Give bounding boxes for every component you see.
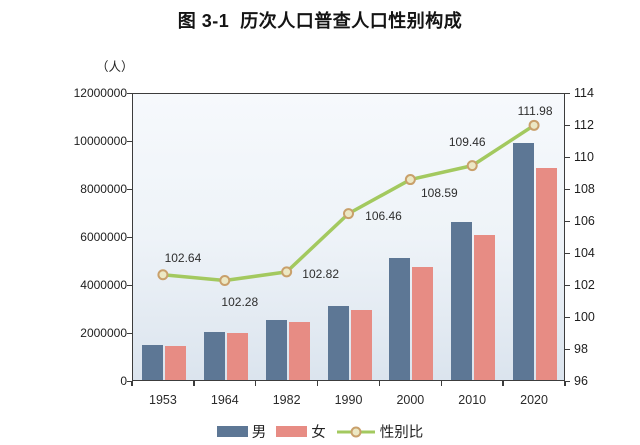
legend-label-sex-ratio: 性别比 [379,425,424,441]
right-axis-tick [565,380,570,382]
bar-male-2000 [389,257,411,380]
sex-ratio-value-label: 111.98 [517,104,553,119]
legend-label-female: 女 [311,425,326,441]
left-axis-tick [127,236,132,238]
x-axis-category-label: 1990 [334,393,363,407]
x-axis-category-label: 2020 [520,393,548,407]
bar-male-2020 [513,142,535,380]
legend: 男 女 性别比 [0,421,640,442]
figure-title: 图 3-1 历次人口普查人口性别构成 [177,11,463,31]
x-axis-category-label: 2000 [396,393,425,407]
sex-ratio-line-layer [157,119,540,287]
x-axis-category-label: 2010 [458,393,487,407]
x-axis-tick [502,381,504,386]
x-axis-tick [131,381,133,386]
sex-ratio-marker-2000 [404,174,416,186]
right-axis-tick [565,220,570,222]
bar-female-1982 [288,321,310,380]
right-axis-tick [565,92,570,94]
legend-swatch-male [216,426,248,437]
bar-male-1990 [327,305,349,380]
x-axis-tick [316,381,319,386]
legend-swatch-female [276,426,308,437]
bar-female-2010 [474,235,496,380]
left-axis-tick-label: 2000000 [80,326,127,340]
sex-ratio-marker-2020 [528,119,540,131]
right-axis-tick [565,316,570,318]
bar-male-2010 [451,221,473,380]
bar-female-2000 [412,267,434,380]
right-axis-tick-label: 100 [574,310,595,324]
right-axis-tick [565,188,570,190]
plot-area [132,93,565,381]
left-axis-tick-label: 4000000 [80,278,127,292]
x-axis-tick [378,381,381,386]
left-axis-tick [127,380,132,382]
right-axis-tick [565,284,570,286]
left-axis-tick [127,188,132,190]
left-axis-tick [127,92,132,94]
x-axis-category-label: 1964 [210,393,239,407]
right-axis-tick [565,124,570,126]
legend-marker [350,426,362,437]
left-axis-tick-label: 0 [120,374,127,388]
sex-ratio-value-label: 102.82 [302,266,339,281]
bar-male-1982 [265,320,287,380]
bar-male-1964 [203,332,225,380]
x-axis-category-label: 1953 [149,393,177,407]
right-axis-tick-label: 112 [574,118,594,132]
left-axis-tick [127,140,132,142]
bar-male-1953 [141,345,163,380]
sex-ratio-value-label: 108.59 [420,185,458,200]
left-axis-tick-label: 10000000 [73,134,127,148]
right-axis-tick-label: 102 [574,278,595,292]
sex-ratio-value-label: 109.46 [448,134,486,149]
bar-female-1964 [226,333,248,380]
sex-ratio-marker-1953 [157,269,169,281]
left-axis-tick-label: 8000000 [80,182,127,196]
right-axis-tick-label: 114 [574,86,594,100]
right-axis-tick-label: 110 [574,150,594,164]
x-axis-category-label: 1982 [272,393,301,407]
right-axis-tick-label: 108 [574,182,595,196]
right-axis-tick [565,252,570,254]
legend-item-male: 男 [216,421,267,442]
left-axis-unit-label: （人） [96,60,134,74]
bar-female-2020 [536,168,558,380]
left-axis-tick [127,284,132,286]
sex-ratio-value-label: 106.46 [365,208,402,223]
right-axis-tick-label: 96 [574,374,588,388]
sex-ratio-marker-1990 [343,208,354,220]
legend-item-sex-ratio: 性别比 [336,421,424,442]
bar-female-1953 [164,346,186,380]
legend-label-male: 男 [251,425,267,441]
legend-item-female: 女 [276,421,326,442]
left-axis-tick-label: 12000000 [73,86,127,100]
legend-line-sample [336,426,375,437]
left-axis-tick [127,332,132,334]
right-axis-tick [565,156,570,158]
right-axis-tick-label: 98 [574,342,588,356]
sex-ratio-value-label: 102.28 [221,294,259,309]
left-axis-tick-label: 6000000 [80,230,127,244]
x-axis-tick [254,381,257,386]
right-axis-tick-label: 104 [574,246,595,260]
sex-ratio-marker-1964 [219,275,231,287]
x-axis-tick [440,381,443,386]
sex-ratio-marker-2010 [466,160,478,172]
bar-female-1990 [350,310,372,380]
x-axis-tick [193,381,195,386]
sex-ratio-marker-1982 [281,266,293,278]
x-axis-tick [564,381,566,386]
sex-ratio-value-label: 102.64 [164,250,202,265]
right-axis-tick-label: 106 [574,214,595,228]
right-axis-tick [565,348,570,350]
